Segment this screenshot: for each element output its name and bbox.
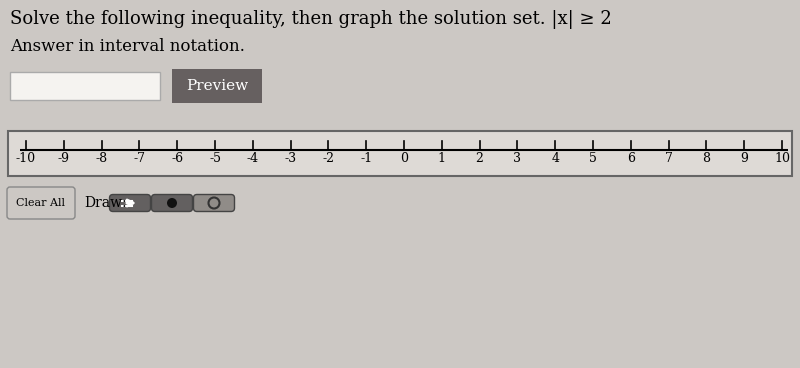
Text: -4: -4 <box>246 152 259 164</box>
Text: 5: 5 <box>589 152 597 164</box>
FancyBboxPatch shape <box>110 195 150 212</box>
Text: 10: 10 <box>774 152 790 164</box>
FancyBboxPatch shape <box>7 187 75 219</box>
FancyBboxPatch shape <box>194 195 234 212</box>
Text: Solve the following inequality, then graph the solution set. |x| ≥ 2: Solve the following inequality, then gra… <box>10 10 612 29</box>
Text: 8: 8 <box>702 152 710 164</box>
Text: -5: -5 <box>209 152 221 164</box>
Text: Answer in interval notation.: Answer in interval notation. <box>10 38 245 55</box>
Text: -6: -6 <box>171 152 183 164</box>
FancyBboxPatch shape <box>10 72 160 100</box>
Text: -7: -7 <box>134 152 146 164</box>
Text: 6: 6 <box>627 152 635 164</box>
Text: 4: 4 <box>551 152 559 164</box>
Text: 9: 9 <box>740 152 748 164</box>
Circle shape <box>209 198 219 209</box>
FancyBboxPatch shape <box>8 131 792 176</box>
Circle shape <box>167 198 177 208</box>
Text: Draw:: Draw: <box>84 196 126 210</box>
Text: -10: -10 <box>16 152 36 164</box>
Text: 0: 0 <box>400 152 408 164</box>
Text: -9: -9 <box>58 152 70 164</box>
Text: -8: -8 <box>95 152 108 164</box>
Text: 3: 3 <box>514 152 522 164</box>
Text: Clear All: Clear All <box>17 198 66 208</box>
Text: -3: -3 <box>285 152 297 164</box>
FancyBboxPatch shape <box>151 195 193 212</box>
Text: Preview: Preview <box>186 79 248 93</box>
Text: 2: 2 <box>476 152 483 164</box>
Text: -2: -2 <box>322 152 334 164</box>
Text: 1: 1 <box>438 152 446 164</box>
Text: 7: 7 <box>665 152 673 164</box>
FancyBboxPatch shape <box>172 69 262 103</box>
Text: -1: -1 <box>360 152 372 164</box>
